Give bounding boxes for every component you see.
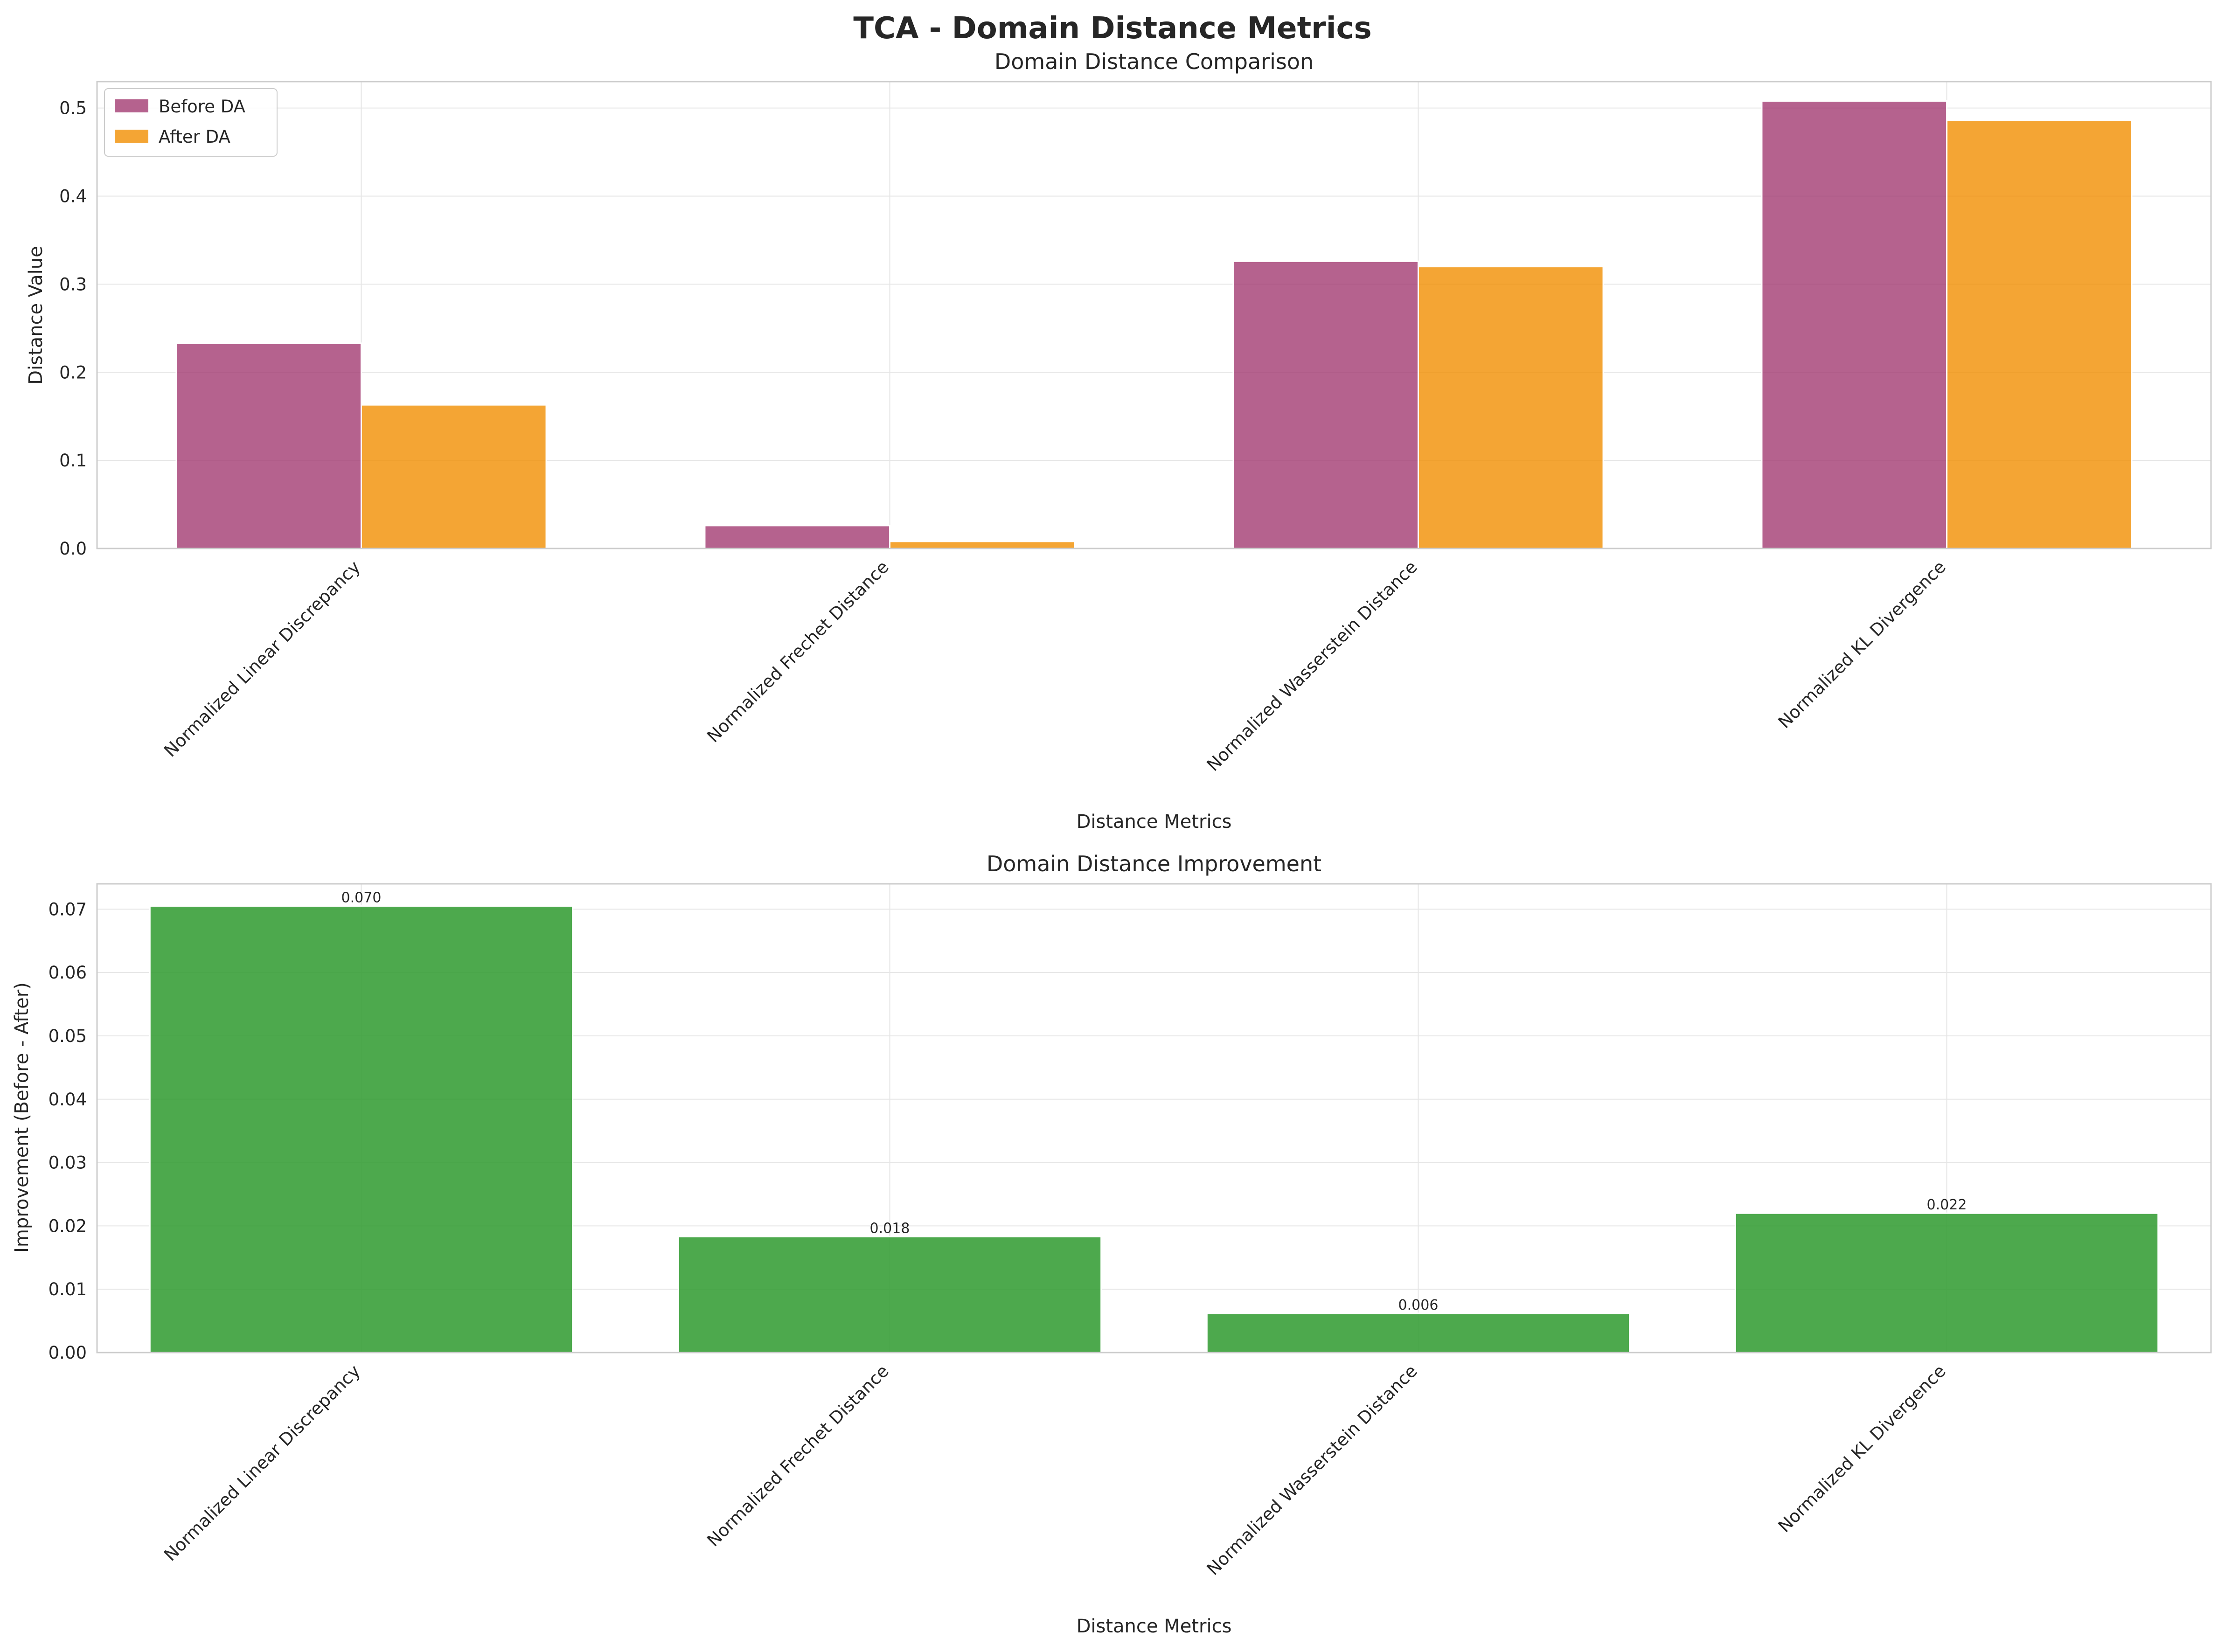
bar-before-da-normalized-kl-divergence [1761,100,1947,549]
bar-before-da-normalized-frechet-distance [704,525,890,549]
bar-improvement-normalized-frechet-distance [677,1236,1102,1354]
improvement-value-labels: 0.070 0.018 0.006 0.022 [341,890,1967,1313]
y-tick-label: 0.0 [59,539,87,559]
bar-before-da-normalized-wasserstein-distance [1232,260,1419,549]
y-tick-label: 0.06 [49,963,87,983]
y-tick-label: 0.2 [59,362,87,382]
y-tick-label: 0.5 [59,98,87,118]
bar-improvement-normalized-linear-discrepancy [149,905,574,1354]
legend-swatch-before [115,99,148,112]
value-label-normalized-linear-discrepancy: 0.070 [341,890,382,906]
y-tick-label: 0.01 [49,1279,87,1299]
bar-after-da-normalized-wasserstein-distance [1418,266,1604,549]
improvement-x-axis-label: Distance Metrics [1077,1616,1232,1637]
bar-improvement-normalized-kl-divergence [1734,1212,2159,1354]
y-tick-label: 0.04 [49,1090,87,1110]
improvement-plot-frame [96,883,2212,1354]
y-tick-label: 0.1 [59,451,87,471]
figure-title: TCA - Domain Distance Metrics [853,11,1371,46]
improvement-y-axis-label: Improvement (Before - After) [11,982,33,1253]
value-label-normalized-kl-divergence: 0.022 [1927,1197,1967,1213]
value-label-normalized-wasserstein-distance: 0.006 [1398,1297,1439,1313]
y-tick-label: 0.4 [59,187,87,207]
y-tick-label: 0.05 [49,1026,87,1046]
y-tick-label: 0.00 [49,1343,87,1363]
bar-improvement-normalized-wasserstein-distance [1206,1312,1631,1354]
legend-label-before: Before DA [159,97,245,117]
y-tick-label: 0.07 [49,899,87,919]
bar-after-da-normalized-frechet-distance [889,541,1076,549]
comparison-bars [175,100,2133,549]
y-tick-label: 0.03 [49,1153,87,1173]
value-label-normalized-frechet-distance: 0.018 [870,1220,910,1236]
bar-after-da-normalized-kl-divergence [1946,119,2133,549]
comparison-x-axis-label: Distance Metrics [1077,811,1232,833]
comparison-y-axis-label: Distance Value [25,246,47,384]
improvement-chart-title: Domain Distance Improvement [987,851,1321,876]
improvement-bars [149,905,2159,1354]
y-tick-label: 0.02 [49,1216,87,1236]
comparison-legend: Before DA After DA [104,88,278,157]
comparison-y-ticks: 0.0 0.1 0.2 0.3 0.4 0.5 [59,98,87,559]
y-tick-label: 0.3 [59,274,87,294]
bar-after-da-normalized-linear-discrepancy [361,404,547,549]
legend-label-after: After DA [159,127,230,147]
legend-swatch-after [115,130,148,143]
bar-before-da-normalized-linear-discrepancy [175,342,362,549]
comparison-plot-frame [96,81,2212,549]
improvement-y-ticks: 0.00 0.01 0.02 0.03 0.04 0.05 0.06 0.07 [49,899,87,1363]
comparison-chart-title: Domain Distance Comparison [994,49,1314,74]
